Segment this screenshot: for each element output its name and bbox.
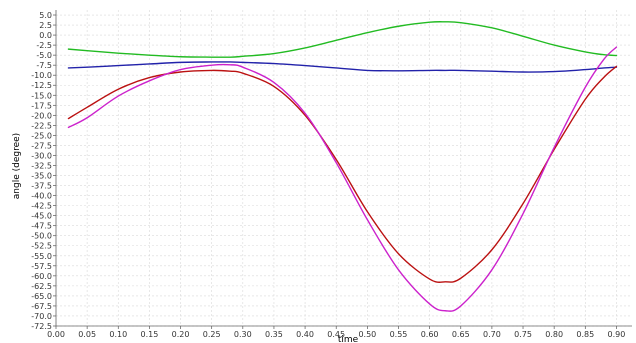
y-tick-label: -20.0 [31,111,52,120]
y-tick-label: 0.0 [39,31,52,40]
y-tick-label: -12.5 [31,81,52,90]
y-tick-label: -27.5 [31,141,52,150]
y-tick-label: -55.0 [31,252,52,261]
y-tick-label: -62.5 [31,282,52,291]
y-tick-label: -30.0 [31,151,52,160]
x-tick-label: 0.80 [545,330,563,339]
x-tick-label: 0.60 [421,330,439,339]
x-tick-label: 0.20 [172,330,190,339]
x-tick-label: 0.90 [608,330,626,339]
y-tick-label: -37.5 [31,182,52,191]
y-tick-label: -52.5 [31,242,52,251]
y-tick-label: -40.0 [31,192,52,201]
series-line-2 [67,61,618,73]
x-tick-label: 0.65 [452,330,470,339]
y-tick-label: -60.0 [31,272,52,281]
y-tick-label: -47.5 [31,222,52,231]
y-tick-label: -35.0 [31,172,52,181]
y-tick-label: -70.0 [31,312,52,321]
y-tick-label: -50.0 [31,232,52,241]
y-tick-label: -25.0 [31,131,52,140]
x-tick-label: 0.10 [109,330,127,339]
y-tick-label: 2.5 [39,21,52,30]
x-tick-label: 0.05 [78,330,96,339]
y-tick-label: -67.5 [31,302,52,311]
y-tick-label: -7.5 [36,61,52,70]
y-tick-label: -15.0 [31,91,52,100]
x-tick-label: 0.35 [265,330,283,339]
y-tick-label: 5.0 [39,11,52,20]
x-tick-label: 0.00 [47,330,65,339]
series-line-4 [67,46,618,312]
x-axis-title: time [338,335,359,343]
x-tick-label: 0.30 [234,330,252,339]
y-tick-label: -57.5 [31,262,52,271]
y-tick-label: -42.5 [31,202,52,211]
y-tick-label: -2.5 [36,41,52,50]
y-tick-label: -10.0 [31,71,52,80]
x-tick-label: 0.70 [483,330,501,339]
y-axis-title: angle (degree) [12,133,22,199]
y-tick-label: -5.0 [36,51,52,60]
x-tick-label: 0.45 [327,330,345,339]
x-tick-label: 0.40 [296,330,314,339]
x-tick-label: 0.55 [390,330,408,339]
y-tick-label: -72.5 [31,322,52,331]
y-tick-label: -22.5 [31,121,52,130]
x-tick-label: 0.25 [203,330,221,339]
y-tick-label: -65.0 [31,292,52,301]
x-tick-label: 0.15 [140,330,158,339]
series-layer [67,21,618,312]
axis-layer: 5.02.50.0-2.5-5.0-7.5-10.0-12.5-15.0-17.… [31,10,632,339]
y-tick-label: -32.5 [31,161,52,170]
y-tick-label: -45.0 [31,212,52,221]
series-line-1 [67,21,618,58]
x-tick-label: 0.75 [514,330,532,339]
x-tick-label: 0.85 [576,330,594,339]
y-tick-label: -17.5 [31,101,52,110]
x-tick-label: 0.50 [358,330,376,339]
grid-layer [55,10,632,327]
